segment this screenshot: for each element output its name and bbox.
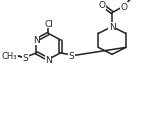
- Text: S: S: [12, 52, 17, 61]
- Text: N: N: [45, 55, 52, 64]
- Text: O: O: [120, 3, 128, 12]
- Text: N: N: [33, 36, 40, 45]
- Text: CH₃: CH₃: [2, 52, 17, 61]
- Text: O: O: [99, 1, 106, 10]
- Text: S: S: [68, 52, 74, 61]
- Text: S: S: [23, 54, 28, 63]
- Text: Cl: Cl: [44, 20, 53, 29]
- Text: N: N: [109, 23, 116, 32]
